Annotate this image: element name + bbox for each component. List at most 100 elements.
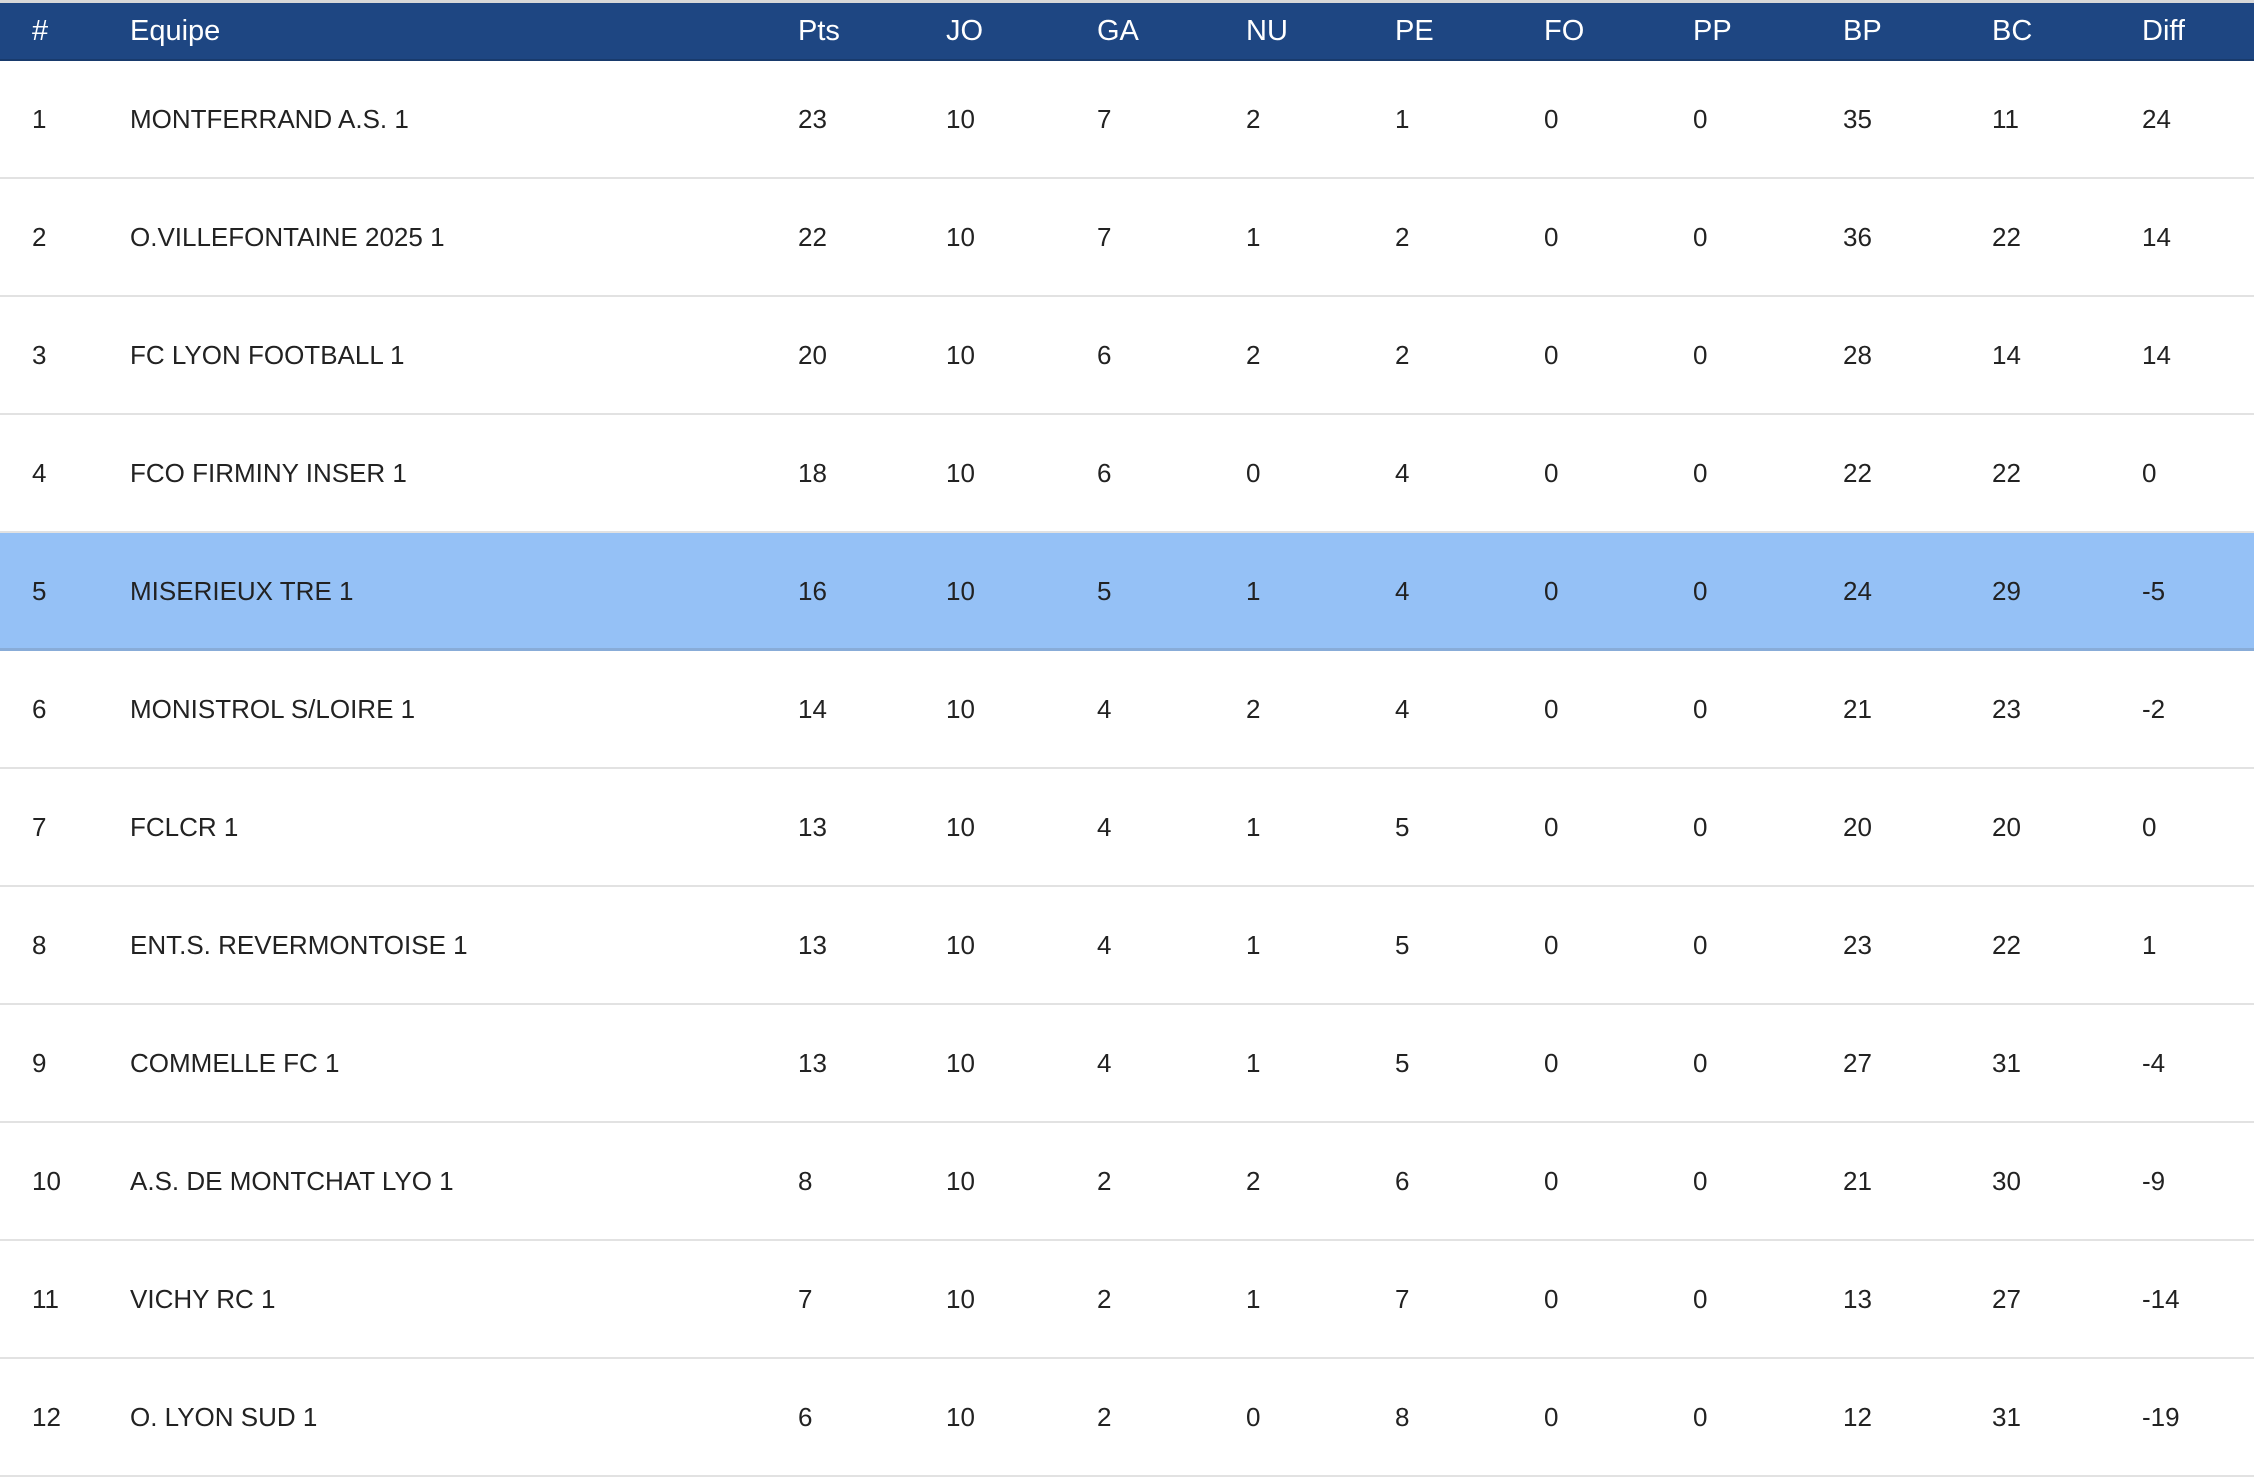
cell-team[interactable]: O.VILLEFONTAINE 2025 1 bbox=[130, 222, 445, 252]
cell-drawn: 2 bbox=[1246, 694, 1261, 724]
cell-team[interactable]: FCLCR 1 bbox=[130, 812, 239, 842]
cell-points: 7 bbox=[798, 1284, 813, 1314]
cell-goal-diff: 0 bbox=[2142, 458, 2157, 488]
table-row[interactable]: 11 VICHY RC 1 7 10 2 1 7 0 0 13 27 -14 bbox=[0, 1241, 2254, 1359]
cell-lost: 5 bbox=[1395, 1048, 1410, 1078]
cell-goals-for: 24 bbox=[1843, 576, 1872, 606]
cell-team[interactable]: O. LYON SUD 1 bbox=[130, 1402, 318, 1432]
cell-rank: 7 bbox=[32, 812, 47, 842]
cell-won: 7 bbox=[1097, 222, 1112, 252]
table-row[interactable]: 2 O.VILLEFONTAINE 2025 1 22 10 7 1 2 0 0 36 22 14 bbox=[0, 179, 2254, 297]
column-header-goal-diff[interactable]: Diff bbox=[2142, 15, 2185, 47]
top-border bbox=[0, 0, 2254, 3]
table-row[interactable]: 9 COMMELLE FC 1 13 10 4 1 5 0 0 27 31 -4 bbox=[0, 1005, 2254, 1123]
cell-goals-for: 13 bbox=[1843, 1284, 1872, 1314]
column-header-penalty[interactable]: PP bbox=[1693, 15, 1732, 47]
cell-forfeit: 0 bbox=[1544, 930, 1559, 960]
cell-rank: 12 bbox=[32, 1402, 61, 1432]
cell-points: 16 bbox=[798, 576, 827, 606]
cell-drawn: 0 bbox=[1246, 1402, 1261, 1432]
cell-drawn: 1 bbox=[1246, 1048, 1261, 1078]
column-header-forfeit[interactable]: FO bbox=[1544, 15, 1585, 47]
column-header-lost[interactable]: PE bbox=[1395, 15, 1434, 47]
table-row[interactable]: 7 FCLCR 1 13 10 4 1 5 0 0 20 20 0 bbox=[0, 769, 2254, 887]
cell-goals-against: 22 bbox=[1992, 930, 2021, 960]
table-row[interactable]: 10 A.S. DE MONTCHAT LYO 1 8 10 2 2 6 0 0 21 30 -9 bbox=[0, 1123, 2254, 1241]
cell-played: 10 bbox=[946, 694, 975, 724]
cell-goals-against: 22 bbox=[1992, 458, 2021, 488]
column-header-team[interactable]: Equipe bbox=[130, 15, 221, 47]
cell-points: 18 bbox=[798, 458, 827, 488]
column-header-points[interactable]: Pts bbox=[798, 15, 840, 47]
cell-drawn: 1 bbox=[1246, 222, 1261, 252]
cell-lost: 5 bbox=[1395, 930, 1410, 960]
table-row[interactable]: 6 MONISTROL S/LOIRE 1 14 10 4 2 4 0 0 21 23 -2 bbox=[0, 651, 2254, 769]
cell-goals-against: 30 bbox=[1992, 1166, 2021, 1196]
cell-goals-for: 27 bbox=[1843, 1048, 1872, 1078]
cell-team[interactable]: FC LYON FOOTBALL 1 bbox=[130, 340, 405, 370]
cell-lost: 2 bbox=[1395, 340, 1410, 370]
cell-team[interactable]: ENT.S. REVERMONTOISE 1 bbox=[130, 930, 468, 960]
cell-goal-diff: 24 bbox=[2142, 104, 2171, 134]
column-header-goals-for[interactable]: BP bbox=[1843, 15, 1882, 47]
table-row[interactable]: 5 MISERIEUX TRE 1 16 10 5 1 4 0 0 24 29 -5 bbox=[0, 533, 2254, 651]
cell-played: 10 bbox=[946, 104, 975, 134]
table-row[interactable]: 12 O. LYON SUD 1 6 10 2 0 8 0 0 12 31 -19 bbox=[0, 1359, 2254, 1477]
cell-forfeit: 0 bbox=[1544, 222, 1559, 252]
cell-rank: 10 bbox=[32, 1166, 61, 1196]
cell-team[interactable]: A.S. DE MONTCHAT LYO 1 bbox=[130, 1166, 454, 1196]
cell-points: 13 bbox=[798, 1048, 827, 1078]
cell-forfeit: 0 bbox=[1544, 576, 1559, 606]
cell-penalty: 0 bbox=[1693, 930, 1708, 960]
cell-drawn: 1 bbox=[1246, 1284, 1261, 1314]
cell-goal-diff: -2 bbox=[2142, 694, 2166, 724]
cell-played: 10 bbox=[946, 458, 975, 488]
cell-penalty: 0 bbox=[1693, 1284, 1708, 1314]
cell-rank: 11 bbox=[32, 1284, 59, 1314]
column-header-played[interactable]: JO bbox=[946, 15, 984, 47]
cell-played: 10 bbox=[946, 340, 975, 370]
cell-forfeit: 0 bbox=[1544, 458, 1559, 488]
cell-penalty: 0 bbox=[1693, 222, 1708, 252]
cell-rank: 9 bbox=[32, 1048, 47, 1078]
cell-goals-against: 31 bbox=[1992, 1402, 2021, 1432]
cell-team[interactable]: MISERIEUX TRE 1 bbox=[130, 576, 354, 606]
cell-drawn: 1 bbox=[1246, 930, 1261, 960]
cell-penalty: 0 bbox=[1693, 1402, 1708, 1432]
table-row[interactable]: 8 ENT.S. REVERMONTOISE 1 13 10 4 1 5 0 0 23 22 1 bbox=[0, 887, 2254, 1005]
table-row[interactable]: 1 MONTFERRAND A.S. 1 23 10 7 2 1 0 0 35 11 24 bbox=[0, 61, 2254, 179]
cell-team[interactable]: FCO FIRMINY INSER 1 bbox=[130, 458, 407, 488]
table-row[interactable]: 3 FC LYON FOOTBALL 1 20 10 6 2 2 0 0 28 14 14 bbox=[0, 297, 2254, 415]
cell-played: 10 bbox=[946, 1166, 975, 1196]
cell-points: 22 bbox=[798, 222, 827, 252]
cell-goals-against: 22 bbox=[1992, 222, 2021, 252]
cell-goal-diff: -4 bbox=[2142, 1048, 2166, 1078]
column-header-won[interactable]: GA bbox=[1097, 15, 1139, 47]
cell-forfeit: 0 bbox=[1544, 1284, 1559, 1314]
cell-points: 14 bbox=[798, 694, 827, 724]
cell-forfeit: 0 bbox=[1544, 694, 1559, 724]
table-row[interactable]: 4 FCO FIRMINY INSER 1 18 10 6 0 4 0 0 22 22 0 bbox=[0, 415, 2254, 533]
cell-team[interactable]: MONISTROL S/LOIRE 1 bbox=[130, 694, 416, 724]
cell-played: 10 bbox=[946, 812, 975, 842]
cell-lost: 7 bbox=[1395, 1284, 1410, 1314]
cell-won: 7 bbox=[1097, 104, 1112, 134]
column-header-rank[interactable]: # bbox=[32, 15, 49, 47]
cell-lost: 2 bbox=[1395, 222, 1410, 252]
cell-drawn: 0 bbox=[1246, 458, 1261, 488]
cell-rank: 4 bbox=[32, 458, 47, 488]
cell-played: 10 bbox=[946, 1284, 975, 1314]
cell-drawn: 2 bbox=[1246, 1166, 1261, 1196]
cell-penalty: 0 bbox=[1693, 340, 1708, 370]
cell-goals-for: 22 bbox=[1843, 458, 1872, 488]
cell-team[interactable]: VICHY RC 1 bbox=[130, 1284, 276, 1314]
cell-forfeit: 0 bbox=[1544, 1402, 1559, 1432]
cell-team[interactable]: COMMELLE FC 1 bbox=[130, 1048, 340, 1078]
column-header-drawn[interactable]: NU bbox=[1246, 15, 1288, 47]
cell-forfeit: 0 bbox=[1544, 104, 1559, 134]
cell-team[interactable]: MONTFERRAND A.S. 1 bbox=[130, 104, 409, 134]
cell-drawn: 1 bbox=[1246, 576, 1261, 606]
cell-goal-diff: -9 bbox=[2142, 1166, 2166, 1196]
column-header-goals-against[interactable]: BC bbox=[1992, 15, 2033, 47]
cell-played: 10 bbox=[946, 576, 975, 606]
